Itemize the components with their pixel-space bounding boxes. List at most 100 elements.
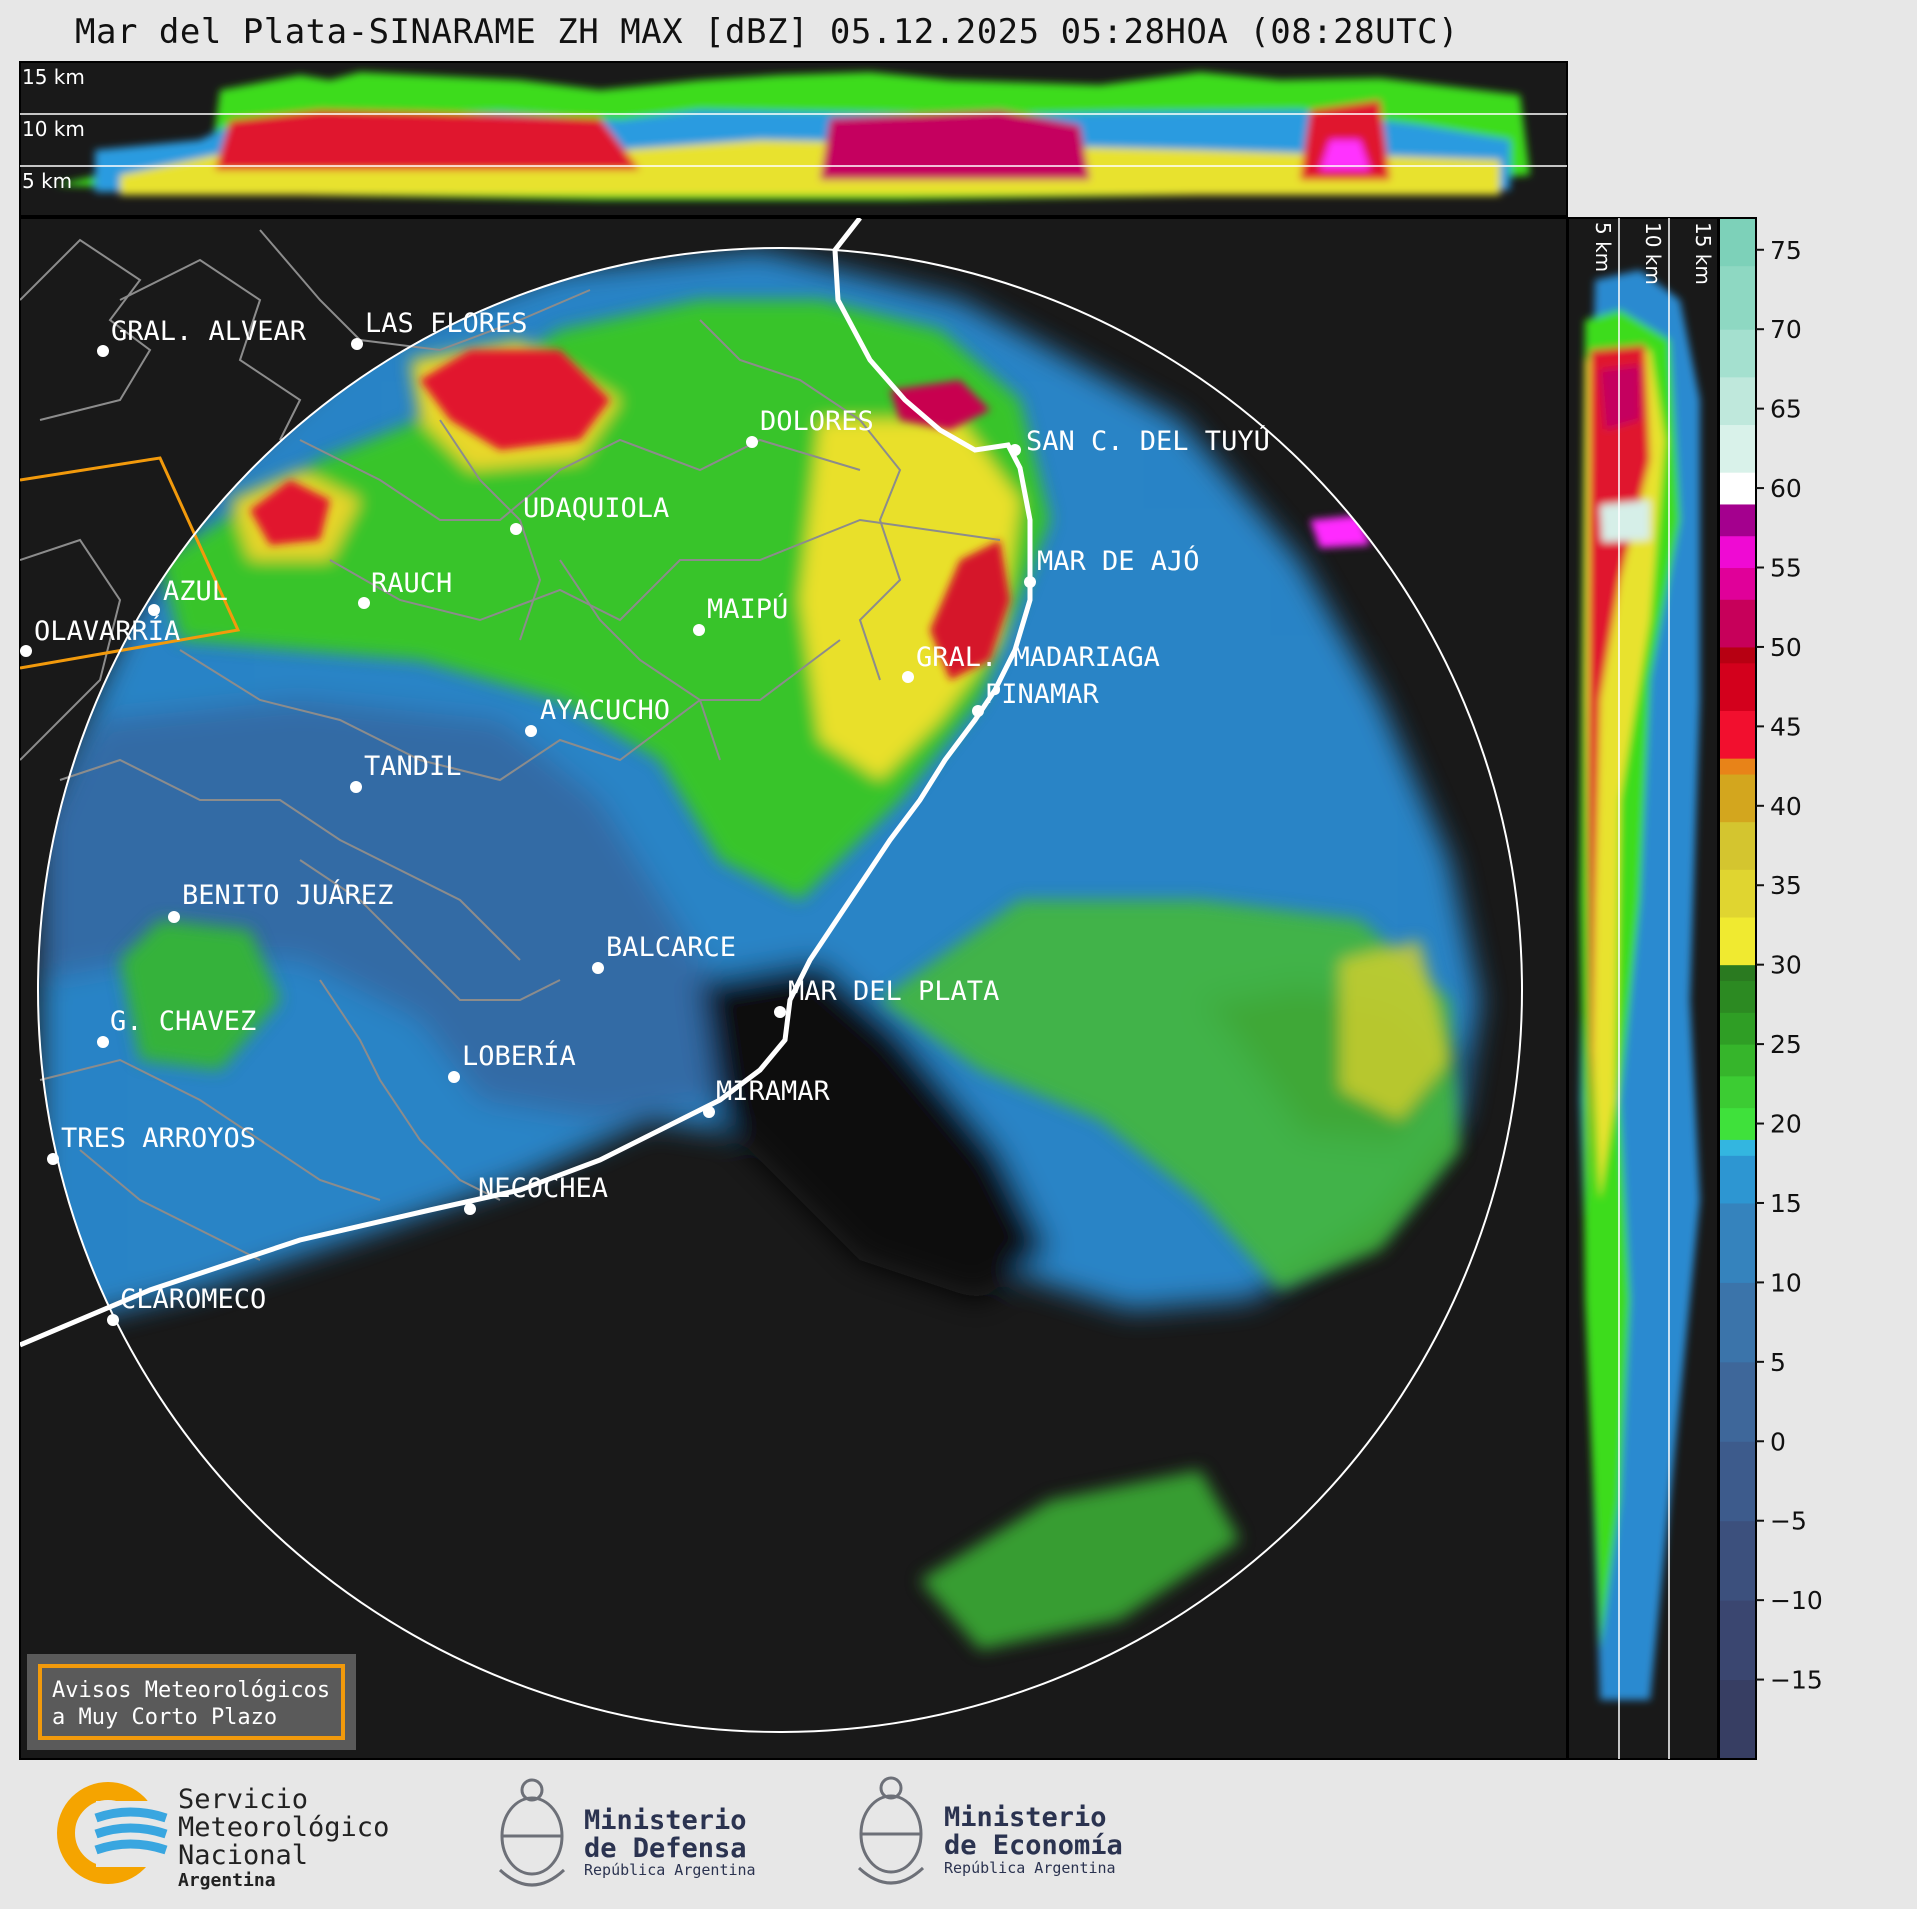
city-san-c-del-tuyu: SAN C. DEL TUYÚ [1009,425,1270,457]
colorbar-tick-label: 75 [1770,236,1802,265]
svg-text:OLAVARRÍA: OLAVARRÍA [34,615,180,647]
city-mar-de-ajo: MAR DE AJÓ [1024,545,1200,588]
colorbar-tick-label: 50 [1770,633,1802,662]
svg-text:MIRAMAR: MIRAMAR [716,1076,831,1107]
colorbar-tick: 70 [1756,315,1802,344]
colorbar-tick-label: 35 [1770,871,1802,900]
colorbar-segment [1719,599,1756,648]
colorbar-tick: 0 [1756,1427,1786,1456]
city-maipu: MAIPÚ [693,593,788,636]
top-label-10km: 10 km [22,117,85,141]
colorbar-segment [1719,1441,1756,1522]
city-gral-alvear: GRAL. ALVEAR [97,316,307,357]
warning-legend-frame [38,1664,345,1740]
colorbar-segment [1719,774,1756,823]
colorbar-segment [1719,1139,1756,1156]
colorbar-tick-label: 30 [1770,951,1802,980]
svg-text:NECOCHEA: NECOCHEA [478,1173,608,1204]
colorbar-tick-label: 70 [1770,315,1802,344]
colorbar-segment [1719,1361,1756,1442]
svg-text:MAR DEL PLATA: MAR DEL PLATA [788,976,999,1007]
colorbar-tick-label: 25 [1770,1030,1802,1059]
colorbar-tick: −10 [1756,1586,1823,1615]
warning-legend: Avisos Meteorológicos a Muy Corto Plazo [27,1654,356,1750]
map-panel: GRAL. ALVEAR LAS FLORES DOLORES SAN C. D… [19,217,1568,1760]
city-tandil: TANDIL [350,751,462,793]
colorbar-tick-label: 20 [1770,1110,1802,1139]
colorbar-segment [1719,535,1756,569]
colorbar-segment [1719,424,1756,473]
top-panel-echoes [55,72,1530,200]
defensa-line3: República Argentina [584,1861,756,1879]
colorbar-tick-label: 40 [1770,792,1802,821]
colorbar-tick-label: 55 [1770,554,1802,583]
colorbar-frame [1718,217,1757,1760]
economia-line2: de Economía [944,1830,1123,1861]
svg-text:GRAL. ALVEAR: GRAL. ALVEAR [111,316,307,347]
colorbar-tick: 20 [1756,1110,1802,1139]
top-label-15km: 15 km [22,65,85,89]
city-olavarria: OLAVARRÍA [20,615,180,657]
coastline [20,218,1033,1348]
economia-line3: República Argentina [944,1859,1116,1877]
colorbar-tick: 40 [1756,792,1802,821]
svg-text:TANDIL: TANDIL [364,751,462,782]
colorbar-segment [1719,1282,1756,1363]
colorbar-segment [1719,980,1756,1013]
city-claromeco: CLAROMECO [107,1284,266,1326]
colorbar-tick: 10 [1756,1268,1802,1297]
colorbar-segment [1719,503,1756,537]
city-necochea: NECOCHEA [464,1173,608,1215]
colorbar-tick-label: 45 [1770,712,1802,741]
colorbar-segment [1719,662,1756,711]
city-benito-juarez: BENITO JUÁREZ [168,879,393,923]
colorbar-segment [1719,1202,1756,1283]
side-label-15km: 15 km [1691,222,1715,285]
side-height-panel: 5 km 10 km 15 km [1567,217,1719,1760]
colorbar-tick: 55 [1756,554,1802,583]
city-udaquiola: UDAQUIOLA [510,493,669,535]
argentina-coat-of-arms-icon [857,1776,925,1885]
colorbar-segment [1719,567,1756,600]
economia-logo: Ministerio de Economía República Argenti… [857,1776,1123,1885]
warning-polygon [20,456,241,670]
colorbar-segment [1719,710,1756,759]
colorbar-segment [1719,265,1756,330]
city-azul: AZUL [148,576,228,616]
smn-line4: Argentina [178,1870,276,1891]
svg-text:UDAQUIOLA: UDAQUIOLA [523,493,669,524]
city-miramar: MIRAMAR [703,1076,831,1118]
svg-text:BENITO JUÁREZ: BENITO JUÁREZ [182,879,393,911]
colorbar-tick: 75 [1756,236,1802,265]
range-ring-240km [37,247,1523,1733]
svg-text:MAR DE AJÓ: MAR DE AJÓ [1037,545,1200,577]
svg-text:MAIPÚ: MAIPÚ [707,593,788,625]
colorbar-segment [1719,1520,1756,1601]
colorbar-segment [1719,376,1756,426]
svg-text:AYACUCHO: AYACUCHO [540,695,670,726]
smn-line3: Nacional [178,1840,308,1871]
colorbar-tick-label: −10 [1770,1586,1823,1615]
city-pinamar: PINAMAR [972,679,1100,717]
colorbar-tick-label: 10 [1770,1268,1802,1297]
colorbar-tick-label: −5 [1770,1507,1807,1536]
argentina-coat-of-arms-icon [498,1778,566,1887]
top-label-5km: 5 km [22,169,72,193]
colorbar-tick: 35 [1756,871,1802,900]
svg-text:LAS FLORES: LAS FLORES [365,308,528,339]
city-rauch: RAUCH [358,568,452,609]
colorbar-segment [1719,646,1756,664]
smn-logo: Servicio Meteorológico Nacional Argentin… [57,1782,389,1891]
svg-text:RAUCH: RAUCH [371,568,452,599]
defensa-logo: Ministerio de Defensa República Argentin… [498,1778,756,1887]
svg-text:AZUL: AZUL [163,576,228,607]
city-tres-arroyos: TRES ARROYOS [47,1123,256,1165]
svg-text:G. CHAVEZ: G. CHAVEZ [110,1006,256,1037]
colorbar-segment [1719,1075,1756,1109]
colorbar-segment [1719,964,1756,982]
colorbar-tick: 50 [1756,633,1802,662]
svg-text:LOBERÍA: LOBERÍA [462,1040,576,1072]
